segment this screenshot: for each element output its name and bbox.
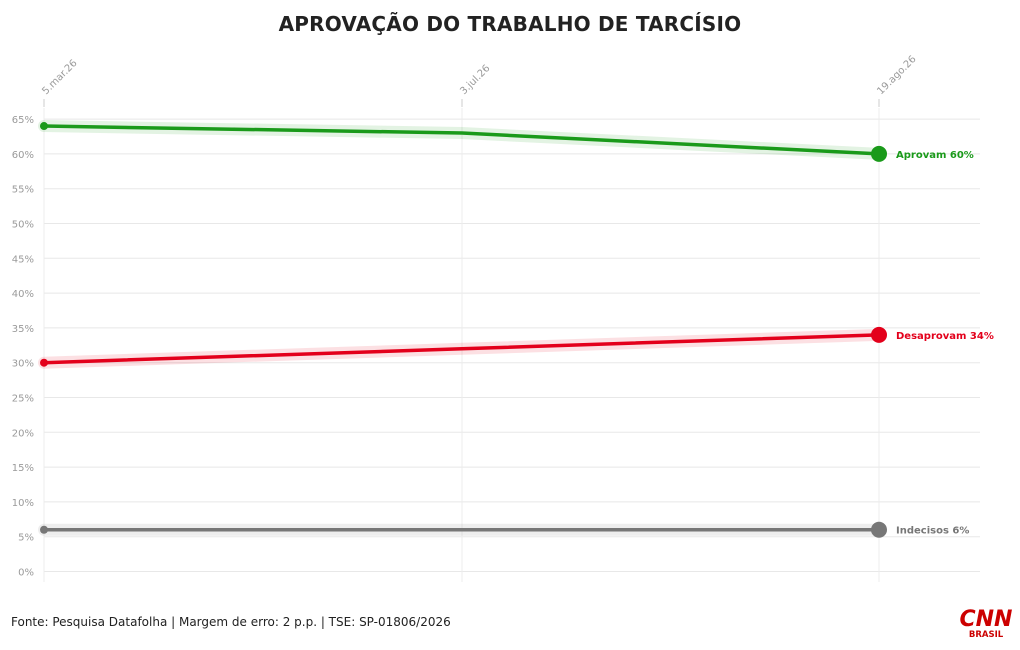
chart-title: APROVAÇÃO DO TRABALHO DE TARCÍSIO: [278, 12, 742, 36]
series-desaprovam: Desaprovam 34%: [38, 326, 994, 369]
data-point: [40, 122, 48, 131]
y-tick-label: 60%: [12, 150, 34, 161]
data-point-end: [871, 145, 887, 162]
x-tick-label: 5.mar.26: [40, 58, 79, 97]
y-axis: 0% 5% 10% 15% 20% 25% 30% 35% 40% 45% 50% 55% 60% 65%: [12, 115, 34, 578]
series-group: Aprovam 60% Desaprovam 34% Indecisos 6%: [38, 120, 994, 538]
y-tick-label: 20%: [12, 428, 34, 439]
series-indecisos: Indecisos 6%: [38, 521, 969, 538]
y-tick-label: 65%: [12, 115, 34, 126]
data-point-end: [871, 521, 887, 538]
series-line: [43, 124, 880, 156]
cnn-brasil-logo: CNN BRASIL: [960, 607, 1013, 640]
y-tick-label: 35%: [12, 324, 34, 335]
y-tick-label: 50%: [12, 220, 34, 231]
y-tick-label: 30%: [12, 359, 34, 370]
data-point: [40, 525, 48, 534]
x-tick-label: 3.jul.26: [458, 63, 492, 97]
data-point-end: [871, 326, 887, 343]
data-point: [40, 358, 48, 367]
line-chart: 5.mar.26 3.jul.26 19.ago.26 0% 5% 10% 15% 20% 2…: [12, 54, 994, 582]
x-axis: 5.mar.26 3.jul.26 19.ago.26: [40, 54, 919, 107]
series-label: Indecisos 6%: [896, 526, 969, 537]
y-tick-label: 40%: [12, 289, 34, 300]
y-tick-label: 45%: [12, 254, 34, 265]
series-label: Desaprovam 34%: [896, 331, 994, 342]
y-tick-label: 0%: [18, 568, 34, 579]
footer-source: Fonte: Pesquisa Datafolha | Margem de er…: [11, 615, 451, 629]
logo-text: CNN: [960, 607, 1013, 632]
grid: [43, 108, 980, 582]
y-tick-label: 5%: [18, 533, 34, 544]
y-tick-label: 25%: [12, 394, 34, 405]
y-tick-label: 55%: [12, 185, 34, 196]
series-line: [43, 333, 880, 365]
series-label: Aprovam 60%: [896, 150, 974, 161]
series-aprovam: Aprovam 60%: [38, 120, 974, 162]
y-tick-label: 10%: [12, 498, 34, 509]
x-tick-label: 19.ago.26: [875, 54, 918, 97]
y-tick-label: 15%: [12, 463, 34, 474]
logo-subtext: BRASIL: [969, 630, 1004, 640]
